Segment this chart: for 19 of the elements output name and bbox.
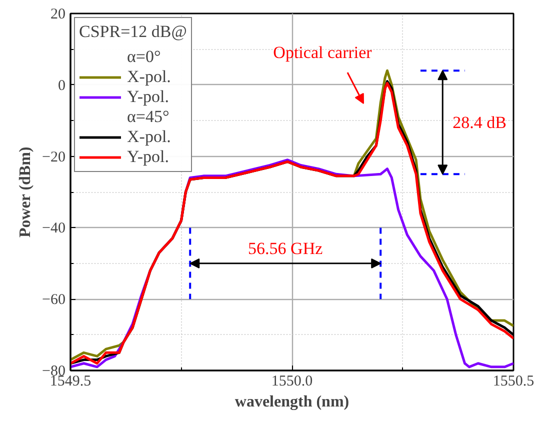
y-tick-label: −20 <box>42 149 66 166</box>
annotation: Optical carrier <box>273 43 372 62</box>
annotation: α=45° <box>127 107 170 127</box>
legend-title: CSPR=12 dB@ <box>79 22 187 42</box>
annotation: α=0° <box>127 47 161 67</box>
legend-label: X-pol. <box>127 67 171 87</box>
y-tick-label: 20 <box>50 6 66 22</box>
y-tick-label: 0 <box>58 78 66 94</box>
x-tick-label: 1550.0 <box>271 374 313 390</box>
y-tick-label: −60 <box>42 292 66 308</box>
legend-label: Y-pol. <box>127 87 170 107</box>
legend-label: X-pol. <box>127 127 171 147</box>
y-axis-title: Power (dBm) <box>17 146 34 238</box>
annotation: 56.56 GHz <box>248 238 324 258</box>
x-tick-label: 1550.5 <box>492 374 534 390</box>
x-axis-title: wavelength (nm) <box>234 394 350 410</box>
y-tick-label: −40 <box>42 220 66 237</box>
legend-label: Y-pol. <box>127 147 170 167</box>
annotation: 28.4 dB <box>452 112 506 132</box>
